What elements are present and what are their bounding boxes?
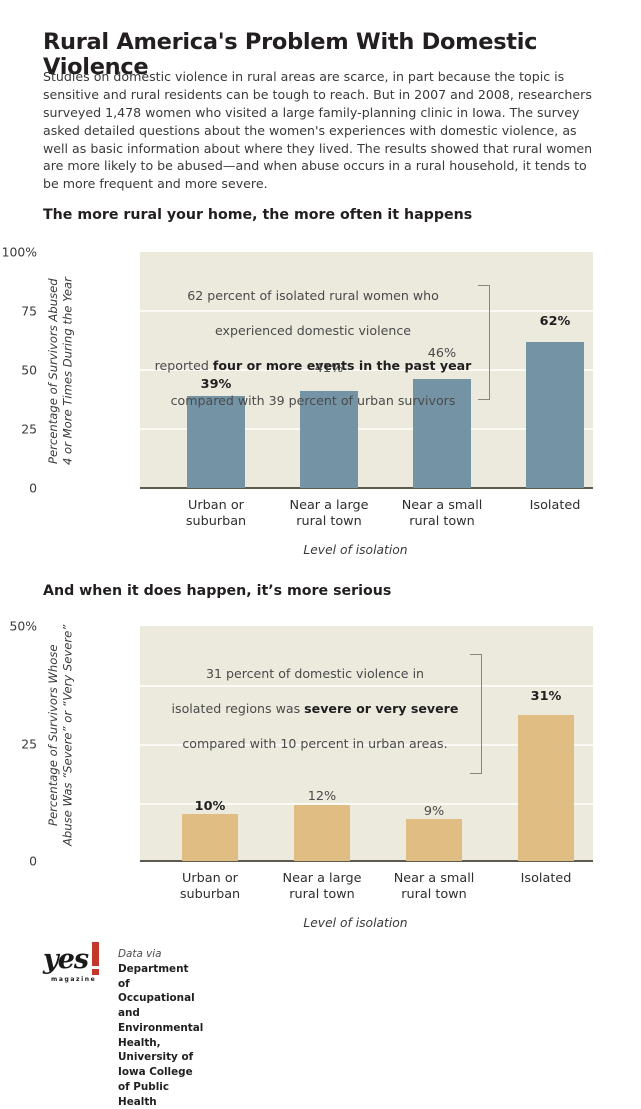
chart2-gridline-37 (140, 685, 593, 687)
chart2-value-isolated: 31% (530, 689, 562, 704)
chart1-gridline-50 (140, 369, 593, 371)
chart1-x-axis-label: Level of isolation (303, 543, 408, 557)
chart2-xcat-small-rural-town: Near a small rural town (393, 871, 475, 902)
chart2-gridline-12 (140, 803, 593, 805)
chart2-annotation: 31 percent of domestic violence in isola… (160, 648, 470, 770)
chart1-callout-bracket (478, 285, 490, 400)
credit-line-1: Department of Occupational (118, 962, 195, 1005)
chart2-ytick-25: 25 (21, 736, 37, 752)
chart1-ytick-100: 100% (1, 244, 37, 260)
chart1-annotation-line-1: 62 percent of isolated rural women who (187, 288, 439, 304)
chart2-value-large-rural-town: 12% (307, 789, 337, 804)
chart1-ytick-0: 0 (29, 480, 37, 496)
chart2-bar-isolated[interactable] (518, 715, 574, 861)
data-credit: Data via Department of Occupational and … (118, 947, 203, 1109)
chart2-value-small-rural-town: 9% (423, 804, 445, 819)
chart1-annotation: 62 percent of isolated rural women who e… (148, 270, 478, 426)
chart2-annotation-line-3: compared with 10 percent in urban areas. (182, 735, 448, 751)
chart-1-frequency: Percentage of Survivors Abused 4 or More … (0, 240, 641, 560)
exclamation-dot-icon (92, 969, 99, 975)
chart1-y-axis-label: Percentage of Survivors Abused 4 or More … (46, 277, 75, 465)
chart2-xcat-large-rural-town: Near a large rural town (282, 871, 362, 902)
chart2-bar-small-rural-town[interactable] (406, 819, 462, 861)
chart1-bar-small-rural-town[interactable] (413, 379, 471, 488)
chart2-annotation-line-1: 31 percent of domestic violence in (205, 666, 425, 682)
chart1-xcat-small-rural-town: Near a small rural town (401, 498, 483, 529)
exclamation-icon (92, 942, 99, 966)
chart2-ytick-0: 0 (29, 853, 37, 869)
chart2-gridline-25 (140, 744, 593, 746)
chart2-x-axis-label: Level of isolation (303, 916, 408, 930)
chart1-ytick-25: 25 (21, 421, 37, 437)
chart1-gridline-75 (140, 310, 593, 312)
chart1-value-urban: 39% (200, 377, 232, 392)
chart1-x-axis-line (140, 487, 593, 489)
chart2-value-urban: 10% (194, 799, 226, 814)
chart1-annotation-line-2: experienced domestic violence (215, 323, 411, 339)
logo-subtitle: magazine (51, 976, 97, 983)
chart2-annotation-line-2: isolated regions was severe or very seve… (171, 701, 459, 717)
chart2-ytick-50: 50% (9, 618, 37, 634)
chart1-xcat-urban: Urban or suburban (185, 498, 247, 529)
intro-paragraph: Studies on domestic violence in rural ar… (43, 69, 593, 192)
chart-2-severity: Percentage of Survivors Whose Abuse Was “… (0, 614, 641, 934)
chart1-ytick-75: 75 (21, 303, 37, 319)
chart1-subtitle: The more rural your home, the more often… (43, 207, 473, 223)
chart2-y-axis-label: Percentage of Survivors Whose Abuse Was “… (46, 624, 75, 846)
chart2-plot-area: 31 percent of domestic violence in isola… (140, 626, 593, 862)
chart1-xcat-large-rural-town: Near a large rural town (289, 498, 369, 529)
chart2-bar-large-rural-town[interactable] (294, 805, 350, 861)
chart2-x-axis-line (140, 860, 593, 862)
chart1-ytick-50: 50 (21, 362, 37, 378)
chart1-bar-large-rural-town[interactable] (300, 391, 358, 488)
chart1-value-small-rural-town: 46% (427, 346, 457, 361)
chart2-xcat-isolated: Isolated (520, 871, 572, 886)
chart2-bar-urban[interactable] (182, 814, 238, 861)
chart1-xcat-isolated: Isolated (529, 498, 581, 513)
credit-prefix: Data via (118, 948, 162, 960)
credit-line-2: and Environmental Health, (118, 1007, 204, 1049)
credit-line-3: University of Iowa College of Public Hea… (118, 1051, 194, 1108)
logo-wordmark: yes (43, 944, 89, 975)
chart1-bar-urban[interactable] (187, 396, 245, 488)
chart2-subtitle: And when it does happen, it’s more serio… (43, 583, 392, 599)
yes-magazine-logo[interactable]: yes magazine (43, 942, 113, 988)
chart1-plot-area: 62 percent of isolated rural women who e… (140, 252, 593, 489)
chart1-value-large-rural-town: 41% (314, 361, 344, 376)
chart1-annotation-line-4: compared with 39 percent of urban surviv… (170, 392, 456, 408)
chart1-annotation-line-3: reported four or more events in the past… (154, 357, 472, 373)
page-title: Rural America's Problem With Domestic Vi… (43, 29, 538, 80)
chart2-xcat-urban: Urban or suburban (179, 871, 241, 902)
chart1-bar-isolated[interactable] (526, 342, 584, 488)
chart2-callout-bracket (470, 654, 482, 774)
chart1-gridline-25 (140, 428, 593, 430)
chart1-value-isolated: 62% (539, 314, 571, 329)
